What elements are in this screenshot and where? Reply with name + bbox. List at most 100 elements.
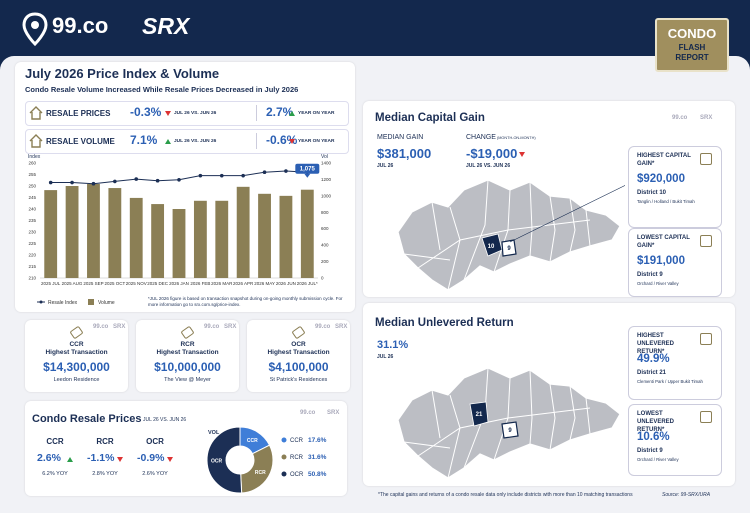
- change-value: -$19,000: [466, 146, 518, 161]
- watermark-99: 99.co: [315, 324, 331, 330]
- x-tick-label: 2025 SEP: [83, 281, 104, 286]
- callout-label: LOWEST UNLEVERED RETURN*: [637, 411, 675, 433]
- y-tick-label: 245: [28, 195, 36, 200]
- callout-box: [295, 163, 320, 174]
- x-tick-label: 2026 APR: [233, 281, 254, 286]
- bar: [172, 209, 186, 278]
- y-tick-label: 210: [28, 276, 36, 281]
- watermark-srx: SRX: [700, 115, 713, 121]
- y2-tick-label: 1000: [321, 193, 332, 198]
- x-tick-label: 2026 JAN: [169, 281, 189, 286]
- kpi-row: [25, 101, 349, 126]
- watermark-srx: SRX: [327, 410, 340, 416]
- donut-segment: [240, 444, 274, 494]
- y2-tick-label: 1400: [321, 161, 332, 166]
- segment: OCR: [291, 341, 306, 348]
- legend-value: 17.6%: [308, 437, 327, 444]
- callout-icon: [700, 153, 712, 165]
- bar: [87, 183, 100, 278]
- kpi-mom-period: JUL 26 VS. JUN 26: [174, 111, 217, 116]
- resale-prices-title: Condo Resale Prices: [32, 413, 142, 425]
- capital-gain-title: Median Capital Gain: [375, 112, 485, 124]
- legend-label: Volume: [98, 300, 115, 306]
- transaction-card: [136, 320, 239, 392]
- resale-prices-period: JUL 26 VS. JUN 26: [143, 417, 187, 423]
- bar: [65, 186, 79, 278]
- project: The View @ Meyer: [164, 377, 211, 383]
- down-arrow: [519, 152, 525, 157]
- bar: [129, 197, 143, 278]
- legend-label: Resale Index: [48, 300, 78, 306]
- index-point: [113, 179, 117, 184]
- watermark-99: 99.co: [204, 324, 220, 330]
- down-arrow: [167, 457, 173, 462]
- segment-name: OCR: [146, 437, 164, 446]
- bar: [151, 204, 165, 278]
- y-tick-label: 260: [28, 161, 36, 166]
- transaction-price: $14,300,000: [43, 360, 110, 374]
- up-arrow: [67, 457, 73, 462]
- footnote: *The capital gains and returns of a cond…: [378, 492, 633, 498]
- y-axis-label: Index: [28, 154, 41, 160]
- index-point: [219, 173, 224, 178]
- watermark-99: 99.co: [300, 410, 316, 416]
- callout-value: $920,000: [637, 173, 685, 185]
- segment-yoy: 2.8% YOY: [92, 471, 118, 477]
- y2-tick-label: 0: [321, 276, 324, 281]
- legend-label: RCR: [290, 455, 304, 461]
- donut-title: VOL: [208, 430, 220, 436]
- callout-area: Orchard / River Valley: [637, 281, 679, 286]
- bar: [44, 190, 58, 278]
- combo-svg: Index Vol 210 215 220 225 230 235 240 245 250 255 26…: [28, 154, 332, 306]
- callout-label: HIGHEST CAPITAL GAIN*: [637, 153, 691, 167]
- bar: [258, 193, 271, 278]
- x-tick-label: 2026 JUL*: [296, 281, 318, 286]
- segment: CCR: [69, 341, 84, 348]
- legend-dot: [39, 300, 43, 304]
- legend-dot: [281, 437, 287, 443]
- transaction-label: Highest Transaction: [156, 349, 219, 356]
- callout-value: 10.6%: [637, 431, 670, 443]
- divider: [256, 133, 257, 149]
- value-label: 1,075: [300, 167, 316, 173]
- callout-area: Orchard / River Valley: [637, 457, 679, 462]
- index-point: [198, 173, 203, 178]
- logo-pin: [22, 12, 48, 46]
- kpi-yoy-period: YEAR ON YEAR: [298, 139, 335, 144]
- x-tick-label: 2025 JUL: [41, 281, 61, 286]
- callout-icon: [700, 333, 712, 345]
- kpi-mom: -0.3%: [130, 105, 162, 119]
- map-label: 10: [488, 244, 495, 250]
- combo-chart: Index Vol 210 215 220 225 230 235 240 245 250 255 26…: [15, 150, 355, 312]
- segment-name: CCR: [46, 437, 64, 446]
- chart-note: *JUL 2026 figure is based on transaction…: [148, 296, 343, 307]
- callout-area: Clementi Park / Upper Bukit Timah: [637, 379, 703, 384]
- callout-card: [628, 404, 722, 476]
- segment-label: CCR: [247, 438, 258, 444]
- callout-icon: [700, 235, 712, 247]
- index-point: [48, 180, 53, 185]
- bar: [193, 200, 207, 278]
- unlevered-value: 31.1%: [377, 339, 409, 351]
- down-arrow: [165, 111, 171, 116]
- down-arrow: [117, 457, 123, 462]
- y2-tick-label: 1200: [321, 177, 332, 182]
- y-tick-label: 235: [28, 218, 36, 223]
- index-point: [177, 177, 181, 182]
- index-point: [284, 169, 288, 173]
- y-tick-label: 215: [28, 264, 36, 269]
- legend-value: 50.8%: [308, 471, 327, 478]
- median-period: JUL 26: [377, 163, 394, 169]
- median-label: MEDIAN GAIN: [377, 134, 424, 141]
- segment-yoy: 2.6% YOY: [142, 471, 168, 477]
- callout-label: HIGHEST UNLEVERED RETURN*: [637, 333, 675, 355]
- unlevered-period: JUL 26: [377, 354, 394, 360]
- up-arrow: [289, 111, 295, 116]
- index-point: [155, 178, 160, 183]
- segment-change: -1.1%: [87, 452, 115, 464]
- kpi-icon: [29, 106, 43, 120]
- project: Leedon Residence: [53, 377, 100, 383]
- callout-district: District 9: [637, 272, 663, 278]
- callout-icon: [700, 411, 712, 423]
